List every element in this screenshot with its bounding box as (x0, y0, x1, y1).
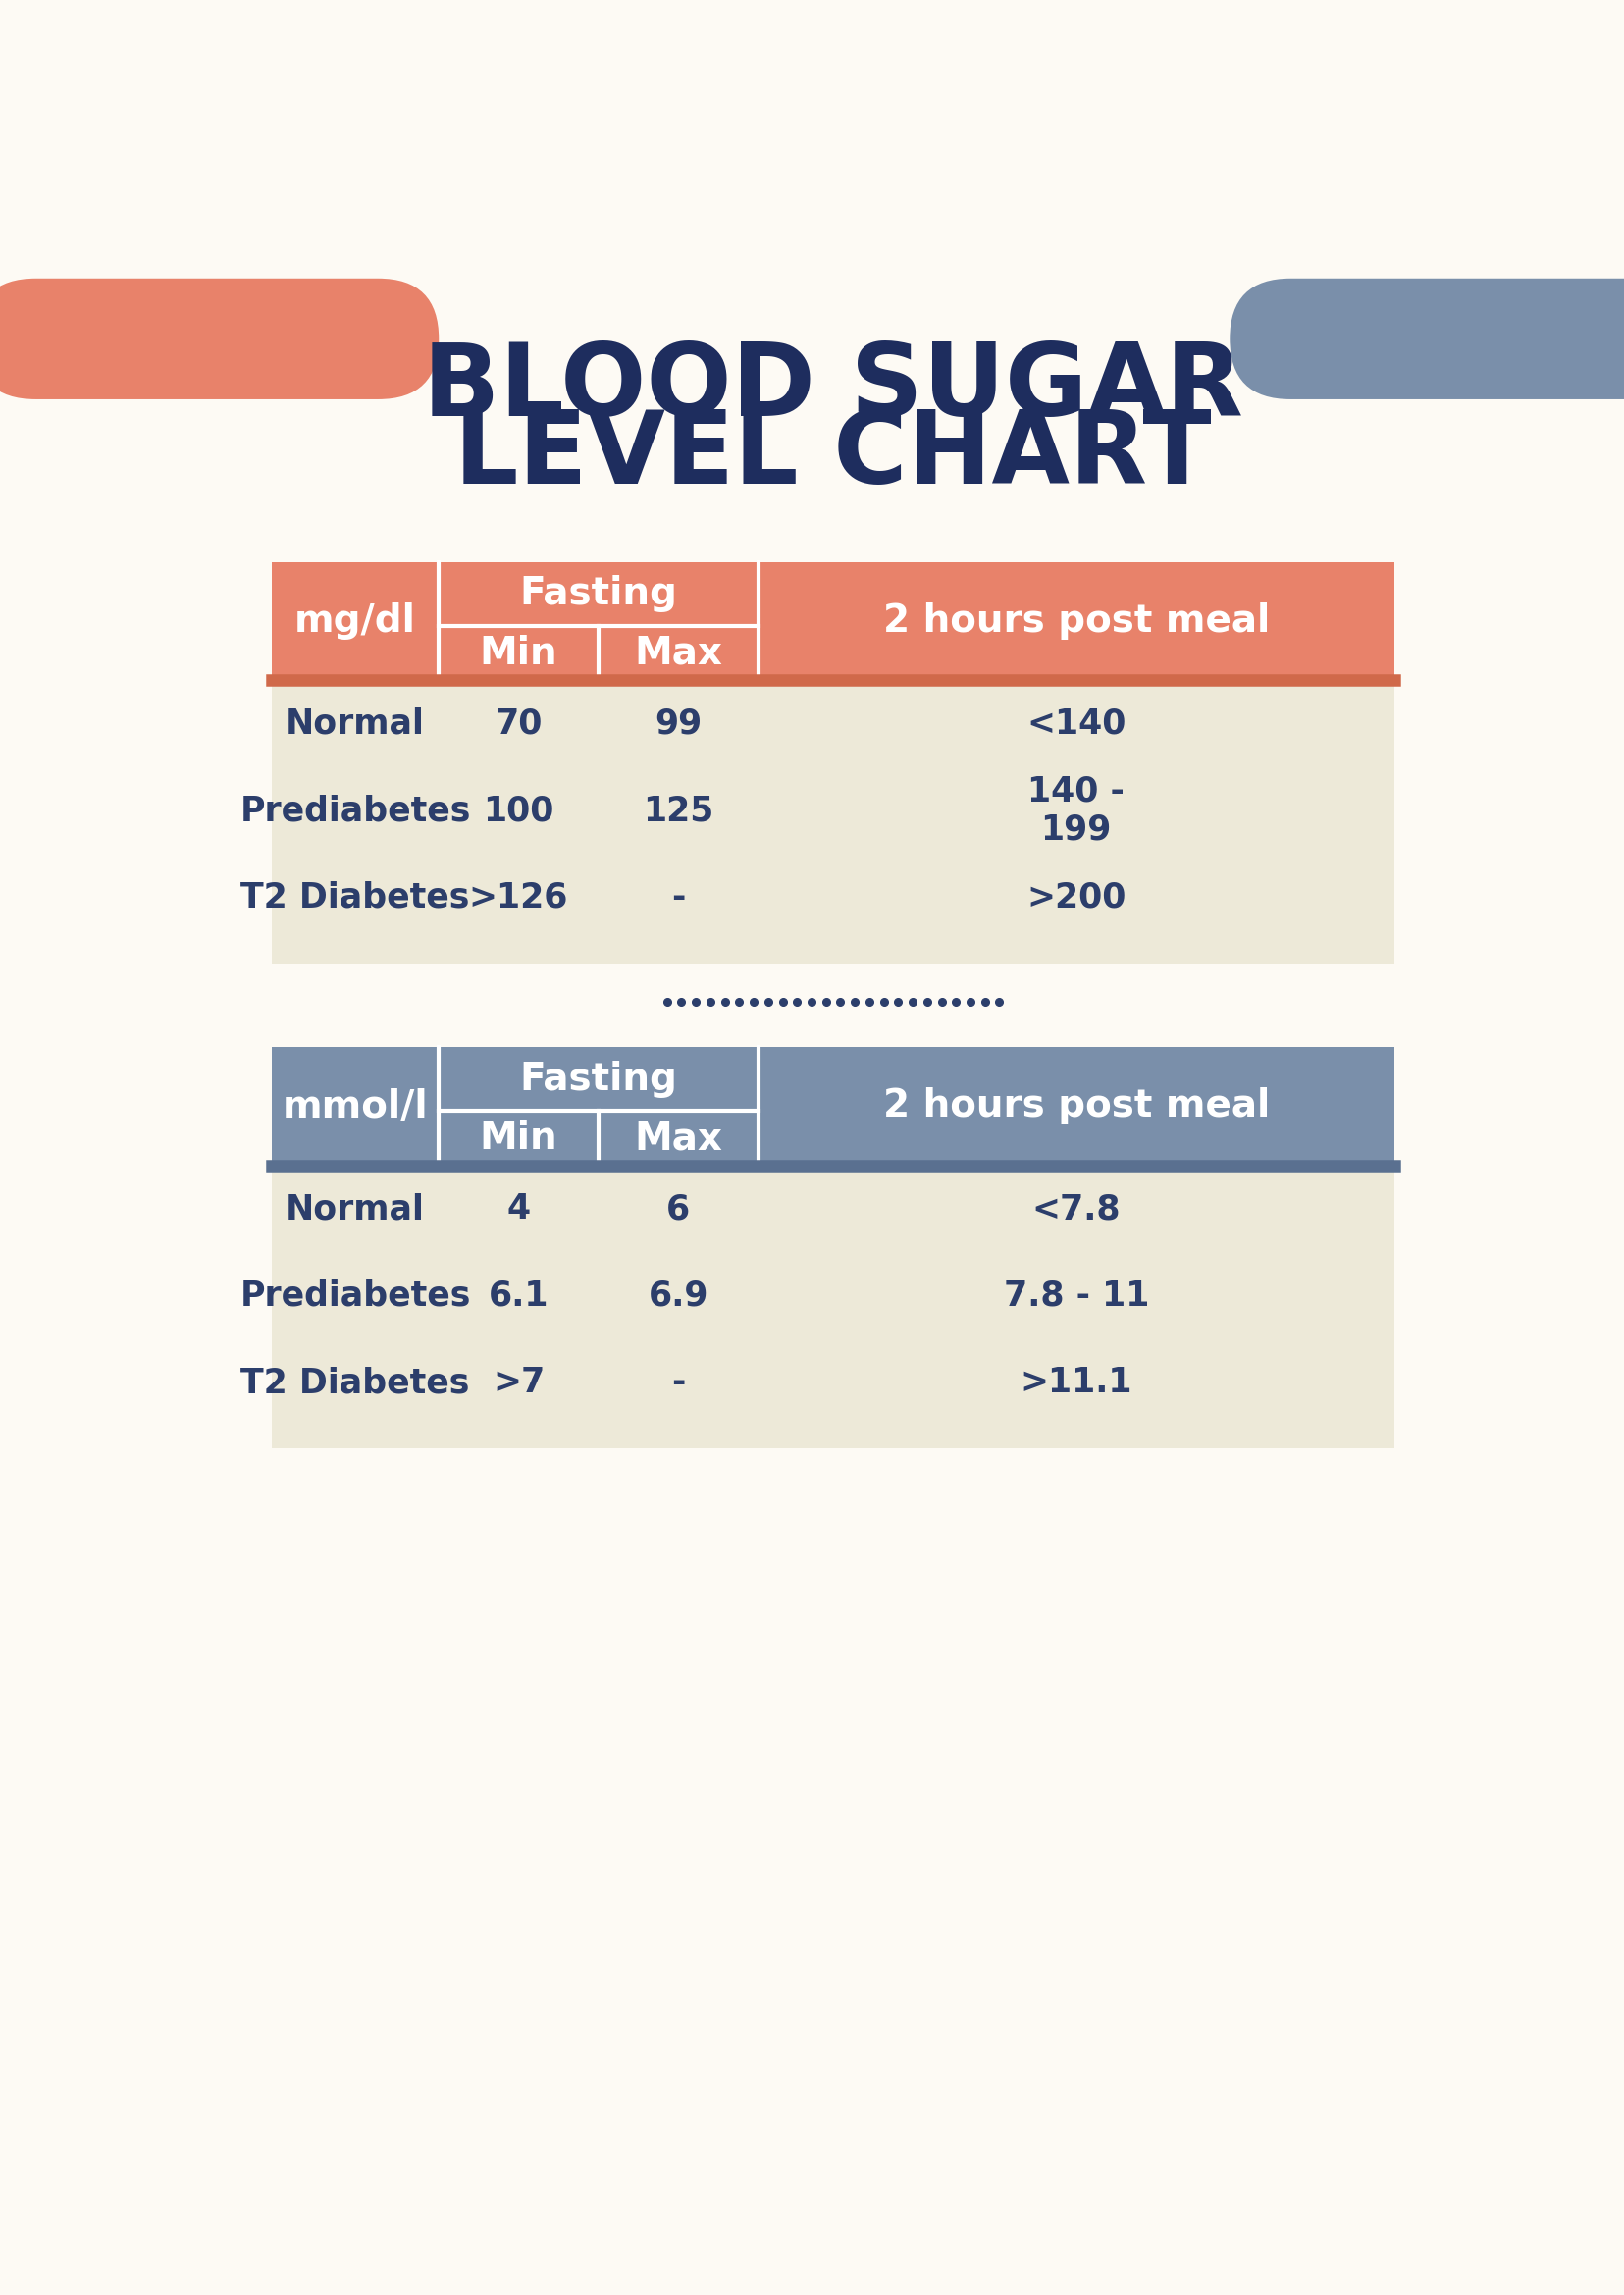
Text: <7.8: <7.8 (1031, 1191, 1121, 1226)
Text: >200: >200 (1026, 881, 1125, 913)
FancyBboxPatch shape (438, 627, 598, 679)
Text: Fasting: Fasting (520, 1060, 677, 1097)
Text: 2 hours post meal: 2 hours post meal (882, 1088, 1268, 1125)
Text: >11.1: >11.1 (1020, 1366, 1132, 1400)
Text: 70: 70 (495, 707, 542, 741)
FancyBboxPatch shape (1229, 278, 1624, 399)
Text: BLOOD SUGAR: BLOOD SUGAR (422, 337, 1242, 438)
Text: >126: >126 (469, 881, 568, 913)
FancyBboxPatch shape (271, 562, 438, 679)
Text: Min: Min (479, 633, 557, 672)
FancyBboxPatch shape (438, 1047, 758, 1111)
FancyBboxPatch shape (438, 1111, 598, 1166)
Text: Prediabetes: Prediabetes (240, 794, 471, 828)
FancyBboxPatch shape (438, 562, 758, 627)
FancyBboxPatch shape (271, 1047, 1393, 1448)
Text: 4: 4 (507, 1191, 531, 1226)
Text: Max: Max (633, 1120, 723, 1157)
Text: 6.9: 6.9 (648, 1278, 708, 1313)
Text: 100: 100 (482, 794, 554, 828)
Text: mmol/l: mmol/l (283, 1088, 427, 1125)
Text: >7: >7 (492, 1366, 544, 1400)
Text: 6: 6 (666, 1191, 690, 1226)
Text: Prediabetes: Prediabetes (240, 1278, 471, 1313)
Text: 140 -
199: 140 - 199 (1026, 776, 1124, 847)
Text: <140: <140 (1026, 707, 1125, 741)
Text: Min: Min (479, 1120, 557, 1157)
FancyBboxPatch shape (598, 627, 758, 679)
FancyBboxPatch shape (271, 1047, 438, 1166)
Text: Normal: Normal (286, 707, 424, 741)
FancyBboxPatch shape (0, 278, 438, 399)
Text: -: - (671, 881, 685, 913)
Text: Fasting: Fasting (520, 576, 677, 613)
Text: 7.8 - 11: 7.8 - 11 (1002, 1278, 1148, 1313)
Text: mg/dl: mg/dl (294, 601, 416, 640)
Text: Normal: Normal (286, 1191, 424, 1226)
Text: T2 Diabetes: T2 Diabetes (240, 881, 469, 913)
Text: LEVEL CHART: LEVEL CHART (455, 406, 1210, 505)
FancyBboxPatch shape (758, 562, 1393, 679)
Text: 99: 99 (654, 707, 702, 741)
FancyBboxPatch shape (271, 562, 1393, 964)
FancyBboxPatch shape (758, 1047, 1393, 1166)
FancyBboxPatch shape (598, 1111, 758, 1166)
Text: 125: 125 (643, 794, 713, 828)
Text: Max: Max (633, 633, 723, 672)
Text: -: - (671, 1366, 685, 1400)
Text: 2 hours post meal: 2 hours post meal (882, 601, 1268, 640)
Text: T2 Diabetes: T2 Diabetes (240, 1366, 469, 1400)
Text: 6.1: 6.1 (489, 1278, 549, 1313)
